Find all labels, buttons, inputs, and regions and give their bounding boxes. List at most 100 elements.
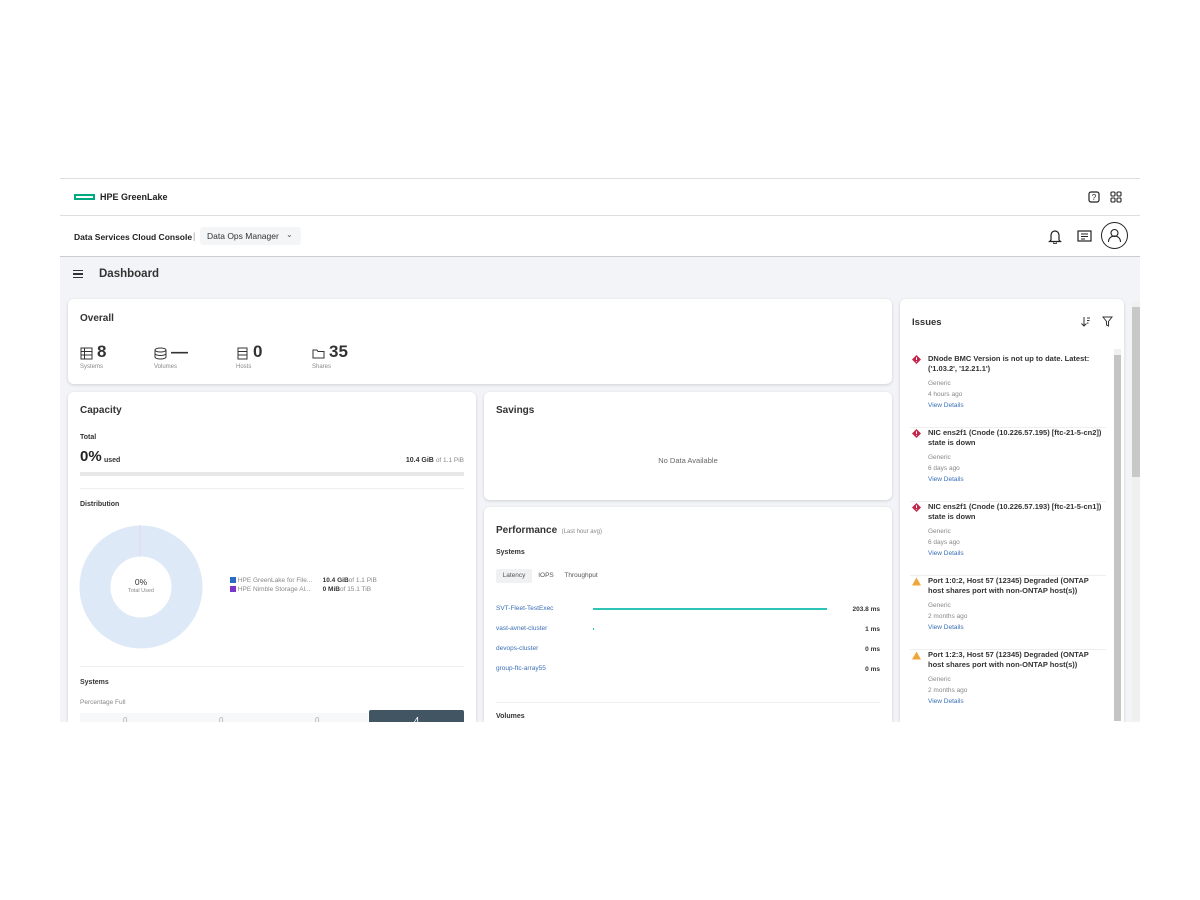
- database-icon: [154, 347, 167, 360]
- system-link[interactable]: group-ftc-array55: [496, 665, 546, 672]
- issue-time: 4 hours ago: [928, 391, 963, 398]
- console-bar: Data Services Cloud Console | Data Ops M…: [60, 216, 1140, 257]
- issue-category: Generic: [928, 602, 951, 609]
- systems-bar-area: [80, 713, 368, 722]
- stat-hosts[interactable]: 0 Hosts: [236, 342, 306, 373]
- view-details-link[interactable]: View Details: [928, 624, 964, 631]
- issue-category: Generic: [928, 380, 951, 387]
- console-title[interactable]: Data Services Cloud Console: [74, 232, 193, 242]
- savings-title: Savings: [496, 405, 535, 416]
- stat-value: 35: [329, 342, 348, 361]
- used-amount-of: of 1.1 PiB: [435, 457, 464, 464]
- tab-throughput[interactable]: Throughput: [564, 572, 598, 579]
- latency-bar: [593, 628, 595, 630]
- help-icon[interactable]: ?: [1088, 191, 1100, 203]
- systems-title: Systems: [80, 679, 109, 686]
- view-details-link[interactable]: View Details: [928, 698, 964, 705]
- legend-name: HPE GreenLake for File...: [237, 577, 313, 584]
- menu-icon[interactable]: [73, 270, 83, 278]
- issue-title: NIC ens2f1 (Cnode (10.226.57.195) [ftc-2…: [928, 428, 1102, 447]
- performance-subtitle: (Last hour avg): [561, 529, 602, 535]
- top-bar: HPE GreenLake ?: [60, 179, 1140, 216]
- perf-systems-title: Systems: [496, 549, 525, 556]
- tab-iops[interactable]: IOPS: [538, 572, 554, 579]
- issue-item[interactable]: NIC ens2f1 (Cnode (10.226.57.193) [ftc-2…: [910, 502, 1106, 576]
- legend-of: of 15.1 TiB: [339, 586, 372, 593]
- bell-icon[interactable]: [1048, 229, 1062, 244]
- view-details-link[interactable]: View Details: [928, 402, 964, 409]
- distribution-title: Distribution: [80, 501, 120, 508]
- page-scrollbar[interactable]: [1132, 301, 1140, 721]
- stat-value: 8: [97, 342, 107, 361]
- folder-icon: [312, 349, 325, 359]
- warning-icon: [912, 577, 921, 586]
- legend-item[interactable]: HPE Nimble Storage Al... 0 MiBof 15.1 Ti…: [230, 586, 371, 593]
- used-label: used: [104, 457, 121, 464]
- system-link[interactable]: devops-cluster: [496, 645, 539, 652]
- used-amount-value: 10.4 GiB: [405, 457, 434, 464]
- legend-of: of 1.1 PiB: [348, 577, 377, 584]
- system-bar-label: 0: [315, 716, 320, 722]
- critical-icon: [912, 503, 921, 512]
- issue-category: Generic: [928, 676, 951, 683]
- critical-icon: [912, 429, 921, 438]
- donut-segment-greenlake[interactable]: [79, 525, 203, 649]
- system-bar[interactable]: 4: [369, 710, 464, 722]
- tab-latency[interactable]: Latency: [496, 569, 532, 583]
- filter-icon[interactable]: [1102, 316, 1113, 327]
- latency-value: 0 ms: [865, 646, 880, 653]
- legend-swatch: [230, 586, 236, 592]
- stat-label: Shares: [312, 364, 332, 370]
- performance-heading: Performance (Last hour avg): [496, 520, 602, 538]
- news-icon[interactable]: [1077, 230, 1092, 242]
- no-data-text: No Data Available: [658, 456, 718, 465]
- legend-name: HPE Nimble Storage Al...: [237, 586, 311, 593]
- stat-shares[interactable]: 35 Shares: [312, 342, 382, 373]
- stat-label: Hosts: [236, 364, 252, 370]
- issue-item[interactable]: NIC ens2f1 (Cnode (10.226.57.195) [ftc-2…: [910, 428, 1106, 502]
- issue-item[interactable]: Port 1:0:2, Host 57 (12345) Degraded (ON…: [910, 576, 1106, 650]
- sort-icon[interactable]: [1080, 316, 1091, 328]
- chevron-down-icon: ⌄: [286, 230, 293, 239]
- stat-label: Volumes: [154, 364, 178, 370]
- latency-value: 0 ms: [865, 666, 880, 673]
- issues-list: DNode BMC Version is not up to date. Lat…: [900, 346, 1112, 722]
- stat-systems[interactable]: 8 Systems: [80, 342, 150, 373]
- view-details-link[interactable]: View Details: [928, 550, 964, 557]
- issue-item[interactable]: Port 1:2:3, Host 57 (12345) Degraded (ON…: [910, 650, 1106, 722]
- savings-card: Savings No Data Available: [484, 392, 892, 500]
- issue-title: NIC ens2f1 (Cnode (10.226.57.193) [ftc-2…: [928, 502, 1102, 521]
- distribution-donut-chart: [79, 525, 203, 649]
- brand-name[interactable]: HPE GreenLake: [100, 192, 168, 202]
- view-details-link[interactable]: View Details: [928, 476, 964, 483]
- stat-value: —: [171, 342, 188, 361]
- issue-time: 6 days ago: [928, 539, 960, 546]
- volumes-title: Volumes: [496, 713, 525, 720]
- capacity-progress-bar: [80, 472, 464, 476]
- system-bar-label: 0: [123, 716, 128, 722]
- app-select[interactable]: Data Ops Manager ⌄: [200, 227, 301, 245]
- total-label: Total: [80, 434, 97, 441]
- critical-icon: [912, 355, 921, 364]
- dashboard-content: Dashboard Overall 8 Systems — Volumes 0 …: [60, 257, 1140, 722]
- issues-scrollbar[interactable]: [1114, 349, 1121, 721]
- stat-value: 0: [253, 342, 263, 361]
- app-window: HPE GreenLake ? Data Services Cloud Cons…: [60, 178, 1140, 722]
- user-avatar-icon[interactable]: [1101, 222, 1128, 249]
- app-select-value: Data Ops Manager: [207, 231, 279, 241]
- system-bar-label: 4: [413, 716, 420, 722]
- system-link[interactable]: vast-avnet-cluster: [496, 625, 548, 632]
- performance-title: Performance: [496, 525, 558, 536]
- host-icon: [237, 347, 248, 360]
- percentage-full-label: Percentage Full: [80, 699, 126, 706]
- overall-title: Overall: [80, 313, 114, 324]
- issue-item[interactable]: DNode BMC Version is not up to date. Lat…: [910, 354, 1106, 428]
- issue-title: Port 1:0:2, Host 57 (12345) Degraded (ON…: [928, 576, 1089, 595]
- stat-volumes[interactable]: — Volumes: [154, 342, 224, 373]
- legend-amount: 10.4 GiB: [322, 577, 349, 584]
- system-link[interactable]: SVT-Fleet-TestExec: [496, 605, 554, 612]
- legend-item[interactable]: HPE GreenLake for File... 10.4 GiBof 1.1…: [230, 577, 377, 584]
- issue-category: Generic: [928, 528, 951, 535]
- apps-grid-icon[interactable]: [1110, 191, 1122, 203]
- issue-time: 6 days ago: [928, 465, 960, 472]
